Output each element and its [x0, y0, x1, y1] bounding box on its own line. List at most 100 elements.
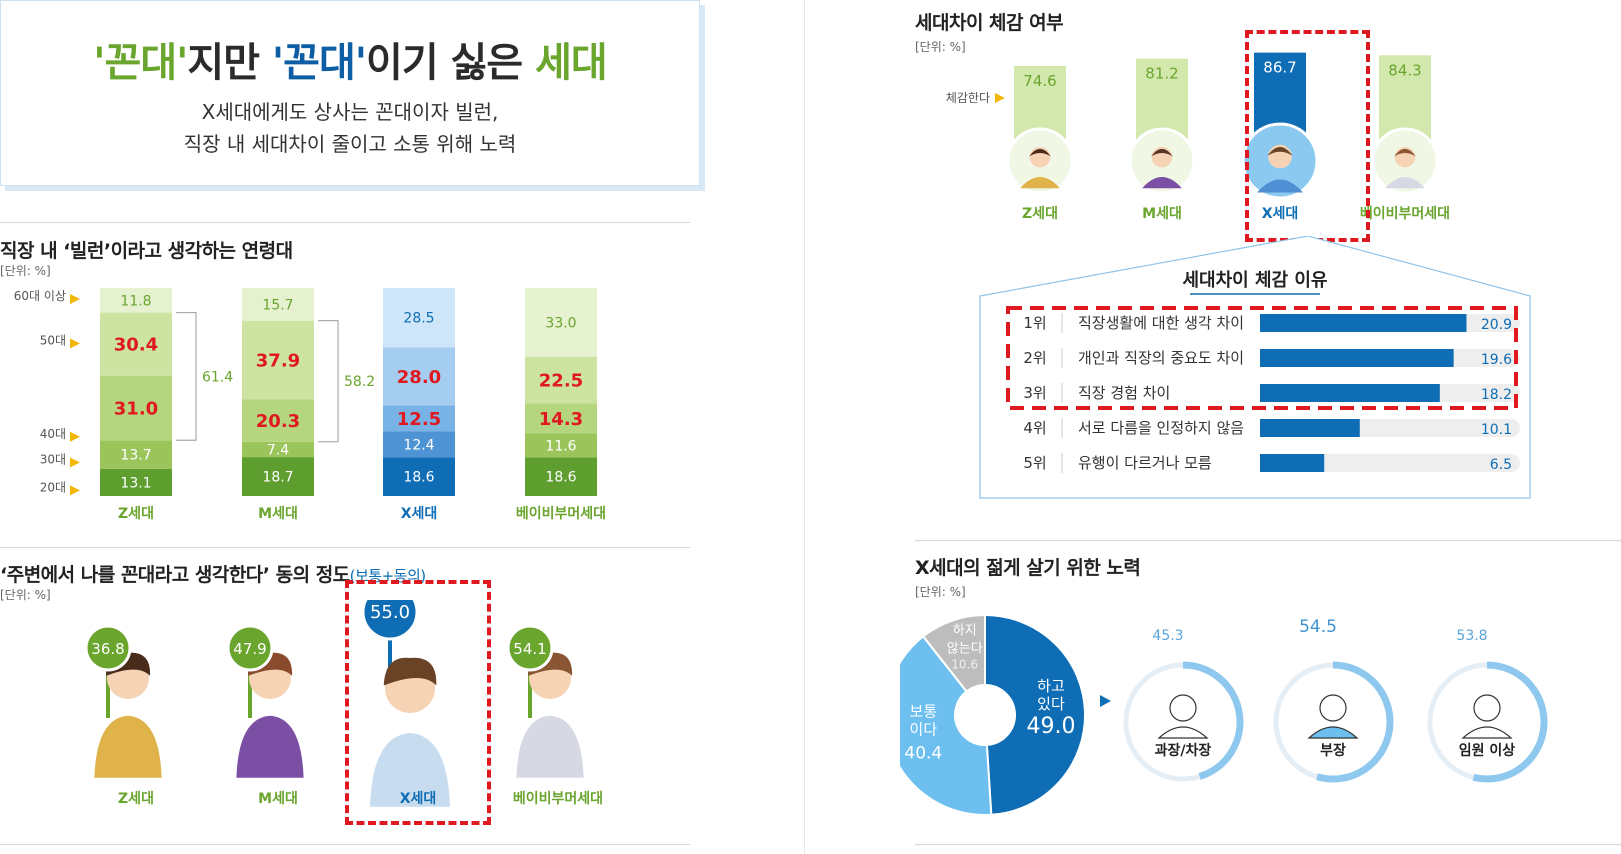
- highlight-box: [345, 580, 491, 825]
- slice-value: 49.0: [1026, 714, 1075, 739]
- bar-segment: [242, 457, 314, 496]
- reasons-title: 세대차이 체감 이유: [1182, 270, 1327, 291]
- bar-value-label: 74.6: [1023, 72, 1056, 90]
- triangle-marker: [70, 431, 80, 442]
- slice-label: 있다: [1037, 695, 1065, 713]
- category-label: X세대: [401, 506, 438, 522]
- rank-label: 1위: [1023, 314, 1046, 332]
- reason-label: 직장생활에 대한 생각 차이: [1078, 314, 1244, 332]
- category-label: 임원 이상: [1459, 742, 1516, 759]
- slice-value: 10.6: [951, 657, 978, 671]
- slice-label: 하지: [953, 623, 977, 638]
- bar-segment: [242, 399, 314, 442]
- triangle-marker: [70, 294, 80, 304]
- main-title: '꼰대'지만 '꼰대'이기 싫은 세대: [0, 30, 700, 88]
- bar-segment: [383, 288, 455, 348]
- highlight-box: [1245, 30, 1370, 242]
- highlight-box: [1006, 306, 1518, 410]
- bar: [1260, 314, 1467, 332]
- bar-value-label: 11.8: [120, 293, 151, 309]
- person-illustration: [94, 652, 162, 778]
- bar-value-label: 13.7: [120, 448, 151, 464]
- row-label: 체감한다: [946, 91, 990, 105]
- category-label: Z세대: [118, 506, 154, 522]
- subtitle-line2: 직장 내 세대차이 줄이고 소통 위해 노력: [183, 132, 517, 156]
- divider: [915, 844, 1621, 845]
- triangle-marker: [995, 93, 1005, 103]
- bracket-value: 61.4: [202, 369, 233, 385]
- divider: [0, 547, 690, 548]
- category-label: 부장: [1320, 742, 1346, 759]
- slice-label: 보통: [910, 703, 938, 721]
- category-label: 베이비부머세대: [1360, 205, 1450, 222]
- stacked-bar-chart: 13.1 13.7 31.0 30.4 11.8 Z세대 18.7 7.4 20.3 37.9 15…: [14, 288, 606, 522]
- bar-value-label: 86.7: [1263, 59, 1296, 77]
- bar-value-label: 6.5: [1490, 457, 1512, 473]
- person-body: [516, 715, 584, 778]
- person-head: [1169, 694, 1197, 722]
- title-part: 세대: [535, 40, 608, 86]
- person-hair: [383, 657, 437, 686]
- bar-segment: [383, 405, 455, 432]
- value-sign: [506, 624, 554, 672]
- axis-label: 20대: [40, 480, 66, 494]
- bar-value-label: 33.0: [545, 315, 576, 331]
- avatar: [1128, 127, 1196, 195]
- reasons-chart: 세대차이 체감 이유 1위 직장생활에 대한 생각 차이 20.9 2위 개인과 직장의 …: [979, 236, 1531, 499]
- bar-value-label: 18.7: [262, 470, 293, 486]
- category-label: Z세대: [1022, 206, 1058, 222]
- header-box: [0, 0, 700, 186]
- chart2-unit: [단위: %]: [0, 588, 51, 602]
- arrow-icon: [1100, 695, 1111, 707]
- person-body: [370, 733, 450, 807]
- bar-value-label: 19.6: [1481, 352, 1512, 368]
- rank-label: 5위: [1023, 454, 1046, 472]
- slice-label: 하고: [1037, 677, 1065, 695]
- person-body: [236, 715, 304, 778]
- bar-track: [1260, 454, 1520, 472]
- divider: [0, 222, 690, 223]
- title-part: 지만: [187, 40, 272, 86]
- bracket-line: [176, 311, 197, 441]
- sign-value: 47.9: [233, 640, 266, 658]
- reason-label: 개인과 직장의 중요도 차이: [1078, 349, 1244, 367]
- bar: [1260, 349, 1454, 367]
- bar: [1260, 419, 1360, 437]
- bar-value-label: 15.7: [262, 297, 293, 313]
- slice-label: 않는다: [947, 641, 983, 656]
- triangle-marker: [70, 485, 80, 496]
- bar-segment: [100, 440, 172, 469]
- bracket-value: 58.2: [344, 374, 375, 390]
- chart5-title: X세대의 젊게 살기 위한 노력: [915, 557, 1141, 579]
- bar-value-label: 37.9: [256, 351, 300, 372]
- divider: [0, 844, 690, 845]
- person-body: [1461, 726, 1513, 739]
- bar-value-label: 12.4: [403, 437, 434, 453]
- bar-segment: [383, 347, 455, 406]
- bar-segment: [525, 433, 597, 458]
- avatar: [1371, 127, 1439, 195]
- bar-value-label: 20.9: [1481, 317, 1512, 333]
- avatar-hair: [1151, 148, 1173, 157]
- avatar-hair: [1267, 146, 1293, 156]
- avatar-body: [1142, 177, 1182, 189]
- bar-value-label: 20.3: [256, 411, 300, 432]
- bar: [1260, 454, 1325, 472]
- bar-value-label: 18.6: [545, 470, 576, 486]
- bar-value-label: 10.1: [1481, 422, 1512, 438]
- value-sign: [226, 624, 274, 672]
- column-divider: [804, 0, 805, 854]
- category-label: 베이비부머세대: [513, 790, 603, 807]
- bar-value-label: 22.5: [539, 371, 583, 392]
- bar-segment: [383, 457, 455, 496]
- bar-value-label: 11.6: [545, 438, 576, 454]
- bar-value-label: 28.5: [403, 311, 434, 327]
- avatar-body: [1257, 179, 1303, 193]
- bar-segment: [100, 375, 172, 441]
- ring-progress: [1472, 661, 1548, 783]
- triangle-marker: [70, 457, 80, 468]
- chart3-unit: [단위: %]: [915, 40, 966, 54]
- axis-label: 40대: [40, 427, 66, 441]
- pie-slice: [900, 634, 993, 816]
- chart5-unit: [단위: %]: [915, 585, 966, 599]
